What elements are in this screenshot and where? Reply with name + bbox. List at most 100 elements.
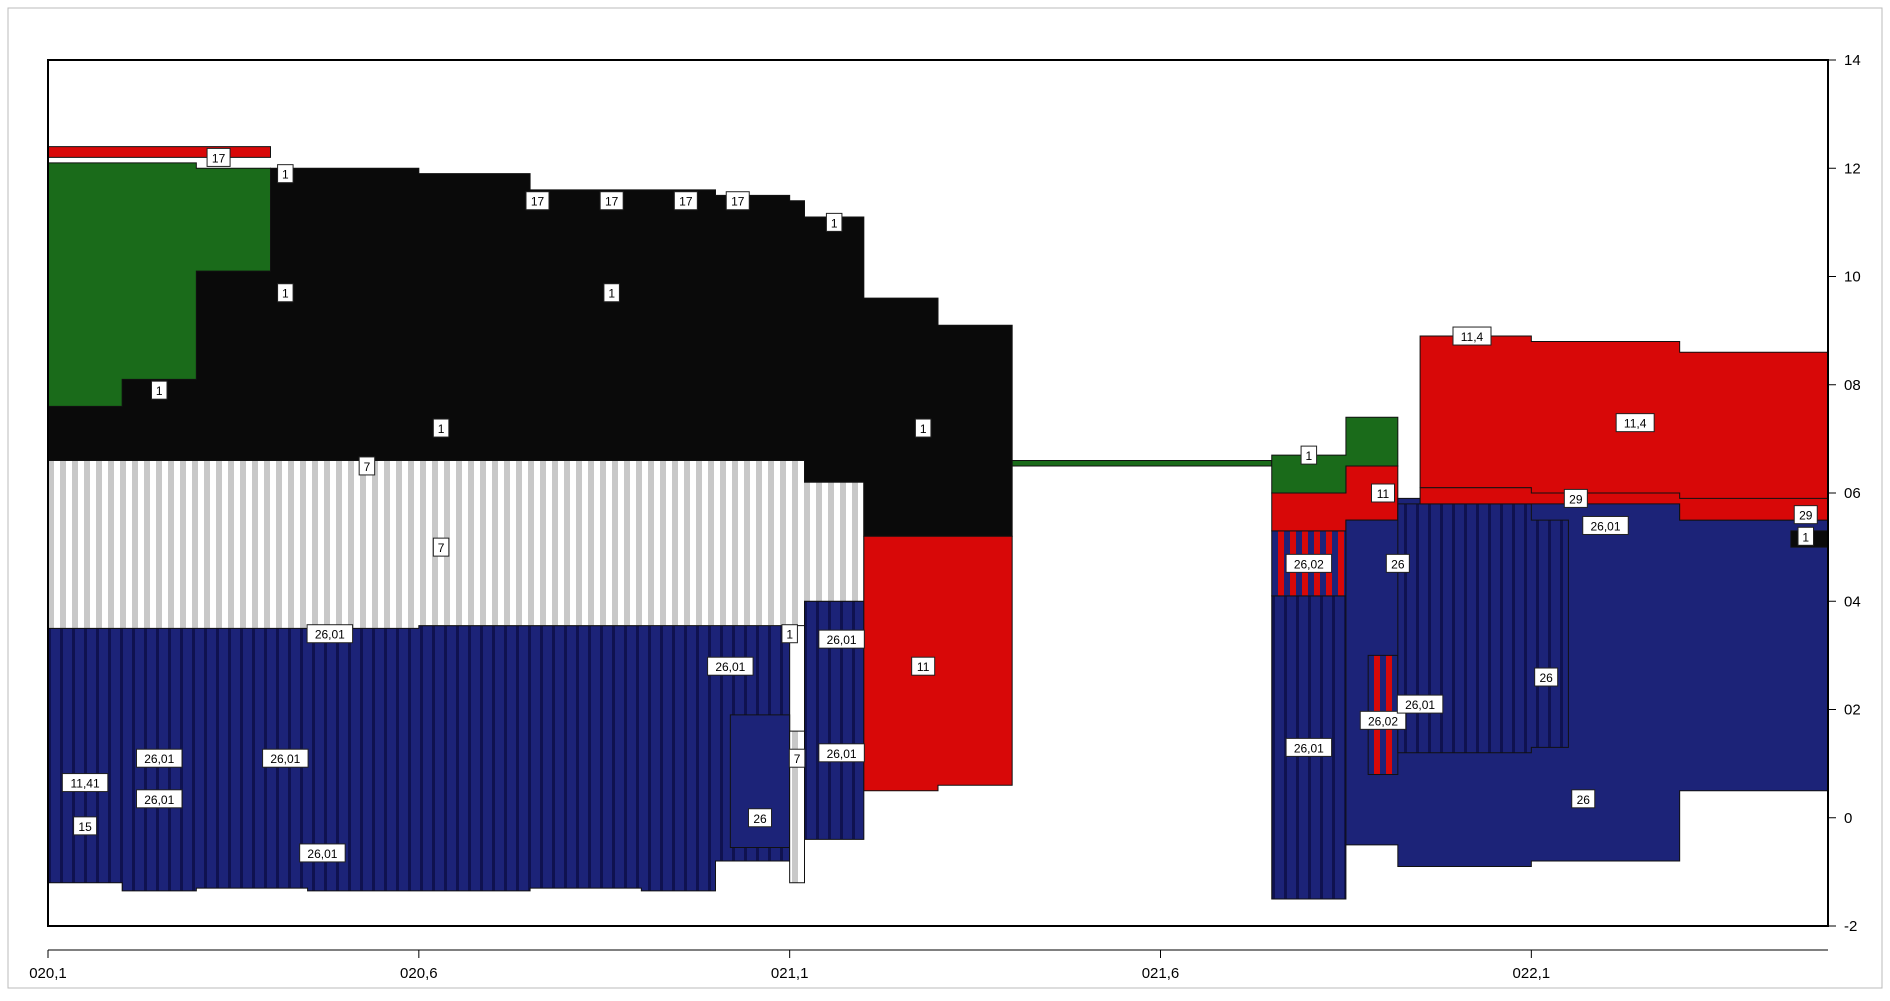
annotation-label: 7 [788,748,806,768]
svg-text:17: 17 [605,195,619,209]
annotation-label: 7 [358,456,376,476]
annotation-label: 11,41 [61,773,109,793]
layer-1-13 [1271,416,1399,494]
annotation-label: 26 [1534,667,1559,687]
annotation-label: 17 [206,147,231,167]
svg-text:17: 17 [679,195,693,209]
layer-26-1 [729,714,791,849]
annotation-label: 1 [1797,526,1814,546]
annotation-label: 26 [1571,789,1596,809]
svg-text:26,01: 26,01 [827,747,857,761]
annotation-label: 1 [825,212,843,232]
svg-text:1: 1 [786,628,793,642]
svg-text:26,01: 26,01 [270,752,300,766]
svg-text:29: 29 [1569,492,1583,506]
svg-text:26: 26 [1539,671,1553,685]
annotation-label: 7 [432,537,450,557]
svg-text:1: 1 [282,168,289,182]
annotation-label: 26,01 [136,789,183,809]
layer-1-9 [1011,460,1273,467]
annotation-label: 26,01 [818,629,865,649]
annotation-label: 1 [432,418,450,438]
svg-text:26,01: 26,01 [827,633,857,647]
annotation-label: 1 [914,418,932,438]
annotation-label: 17 [725,191,750,211]
svg-text:1: 1 [1305,449,1312,463]
y-tick-label: 14 [1844,52,1861,69]
svg-text:1: 1 [831,216,838,230]
annotation-label: 26,01 [299,843,346,863]
annotation-label: 26,01 [136,748,183,768]
svg-text:26,01: 26,01 [1590,519,1620,533]
annotation-label: 26 [1385,553,1410,573]
y-tick-label: 02 [1844,702,1861,719]
y-tick-label: -2 [1844,918,1857,935]
x-tick-label: 022,1 [1513,965,1551,982]
svg-text:7: 7 [438,541,445,555]
svg-text:26,01: 26,01 [307,847,337,861]
svg-text:11,4: 11,4 [1461,330,1484,344]
annotation-label: 26,01 [1285,737,1333,757]
x-tick-label: 021,1 [771,965,809,982]
x-tick-label: 020,1 [29,965,67,982]
y-tick-label: 12 [1844,160,1861,177]
svg-text:26: 26 [1577,793,1591,807]
svg-text:1: 1 [438,422,445,436]
svg-text:1: 1 [156,384,163,398]
annotation-label: 26,01 [818,743,865,763]
annotation-label: 1 [277,164,294,184]
annotation-label: 26,01 [306,624,354,644]
annotation-label: 1 [277,283,294,303]
y-tick-label: 0 [1844,810,1852,827]
annotation-label: 1 [151,380,168,400]
y-tick-label: 06 [1844,485,1861,502]
svg-text:1: 1 [608,287,615,301]
svg-text:17: 17 [731,195,745,209]
y-tick-label: 04 [1844,593,1861,610]
annotation-label: 26 [748,808,772,828]
svg-text:26,01: 26,01 [715,660,745,674]
svg-text:17: 17 [212,151,226,165]
svg-text:11,4: 11,4 [1624,417,1647,431]
y-tick-label: 08 [1844,377,1861,394]
svg-text:11,41: 11,41 [71,777,100,791]
annotation-label: 26,01 [1582,515,1629,535]
svg-text:17: 17 [531,195,545,209]
annotation-label: 1 [1300,445,1318,465]
annotation-label: 26,01 [262,748,309,768]
layer-17-7 [47,146,271,158]
annotation-label: 11 [1371,483,1395,503]
svg-text:26: 26 [753,812,767,826]
svg-text:15: 15 [78,820,92,834]
x-axis: 020,1 020,6 021,1 021,6 022,1 [29,949,1828,982]
svg-text:29: 29 [1799,509,1813,523]
annotation-label: 17 [525,191,550,211]
y-tick-label: 10 [1844,269,1861,286]
annotation-label: 29 [1563,488,1588,508]
svg-text:26,02: 26,02 [1368,714,1398,728]
svg-text:7: 7 [794,752,801,766]
annotation-label: 26,02 [1359,710,1407,730]
svg-text:26,01: 26,01 [1405,698,1435,712]
layer-11-8 [863,535,1013,792]
svg-text:7: 7 [364,460,371,474]
svg-text:26,02: 26,02 [1294,557,1324,571]
annotation-label: 29 [1793,505,1818,525]
layer-1-6 [47,162,271,407]
layer-26-01-16 [1397,503,1569,754]
x-tick-label: 021,6 [1142,965,1180,982]
svg-text:26: 26 [1391,557,1405,571]
annotation-label: 17 [673,191,698,211]
svg-text:26,01: 26,01 [315,628,345,642]
annotation-label: 1 [603,283,620,303]
annotation-label: 26,01 [1396,694,1444,714]
annotation-label: 1 [781,624,798,644]
svg-text:1: 1 [282,287,289,301]
annotation-label: 17 [599,191,624,211]
svg-text:11: 11 [917,660,930,674]
svg-text:26,01: 26,01 [144,793,174,807]
annotation-label: 26,02 [1285,553,1333,573]
